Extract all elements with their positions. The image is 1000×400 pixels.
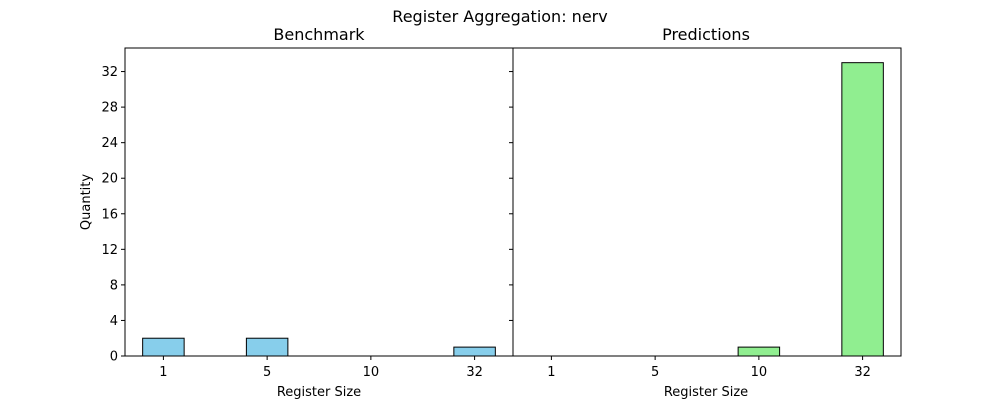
- x-axis-label-predictions: Register Size: [664, 385, 748, 400]
- panel-title-benchmark: Benchmark: [273, 25, 365, 44]
- panel-predictions: Predictions Register Size 1 5 10 32: [509, 25, 902, 400]
- bar-5: [245, 337, 289, 357]
- x-tick-label: 1: [159, 365, 167, 380]
- panel-benchmark: Benchmark Quantity Register Size 0 4 8 12 16…: [79, 25, 514, 400]
- x-tick-label: 32: [466, 365, 483, 380]
- x-tick-label: 5: [651, 365, 659, 380]
- x-tick-label: 10: [363, 365, 380, 380]
- bar-32: [841, 62, 884, 357]
- y-axis-label: Quantity: [79, 174, 94, 230]
- axes-frame: [512, 47, 902, 357]
- x-tick-label: 5: [263, 365, 271, 380]
- y-tick-label: 8: [110, 278, 118, 293]
- y-tick-label: 28: [101, 101, 118, 116]
- bar-1: [142, 337, 185, 357]
- x-tick-label: 10: [751, 365, 768, 380]
- x-axis-label-benchmark: Register Size: [277, 385, 361, 400]
- y-tick-label: 4: [110, 314, 118, 329]
- y-tick-label: 20: [101, 172, 118, 187]
- axes-frame: [124, 47, 514, 357]
- y-tick-label: 0: [110, 350, 118, 365]
- y-tick-label: 12: [101, 243, 118, 258]
- x-tick-label: 1: [547, 365, 555, 380]
- panel-title-predictions: Predictions: [662, 25, 750, 44]
- figure-suptitle: Register Aggregation: nerv: [392, 7, 607, 26]
- x-tick-label: 32: [854, 365, 871, 380]
- bar-32: [453, 346, 496, 357]
- bar-10: [737, 346, 781, 357]
- y-tick-label: 32: [101, 65, 118, 80]
- y-tick-label: 16: [101, 207, 118, 222]
- y-tick-label: 24: [101, 136, 118, 151]
